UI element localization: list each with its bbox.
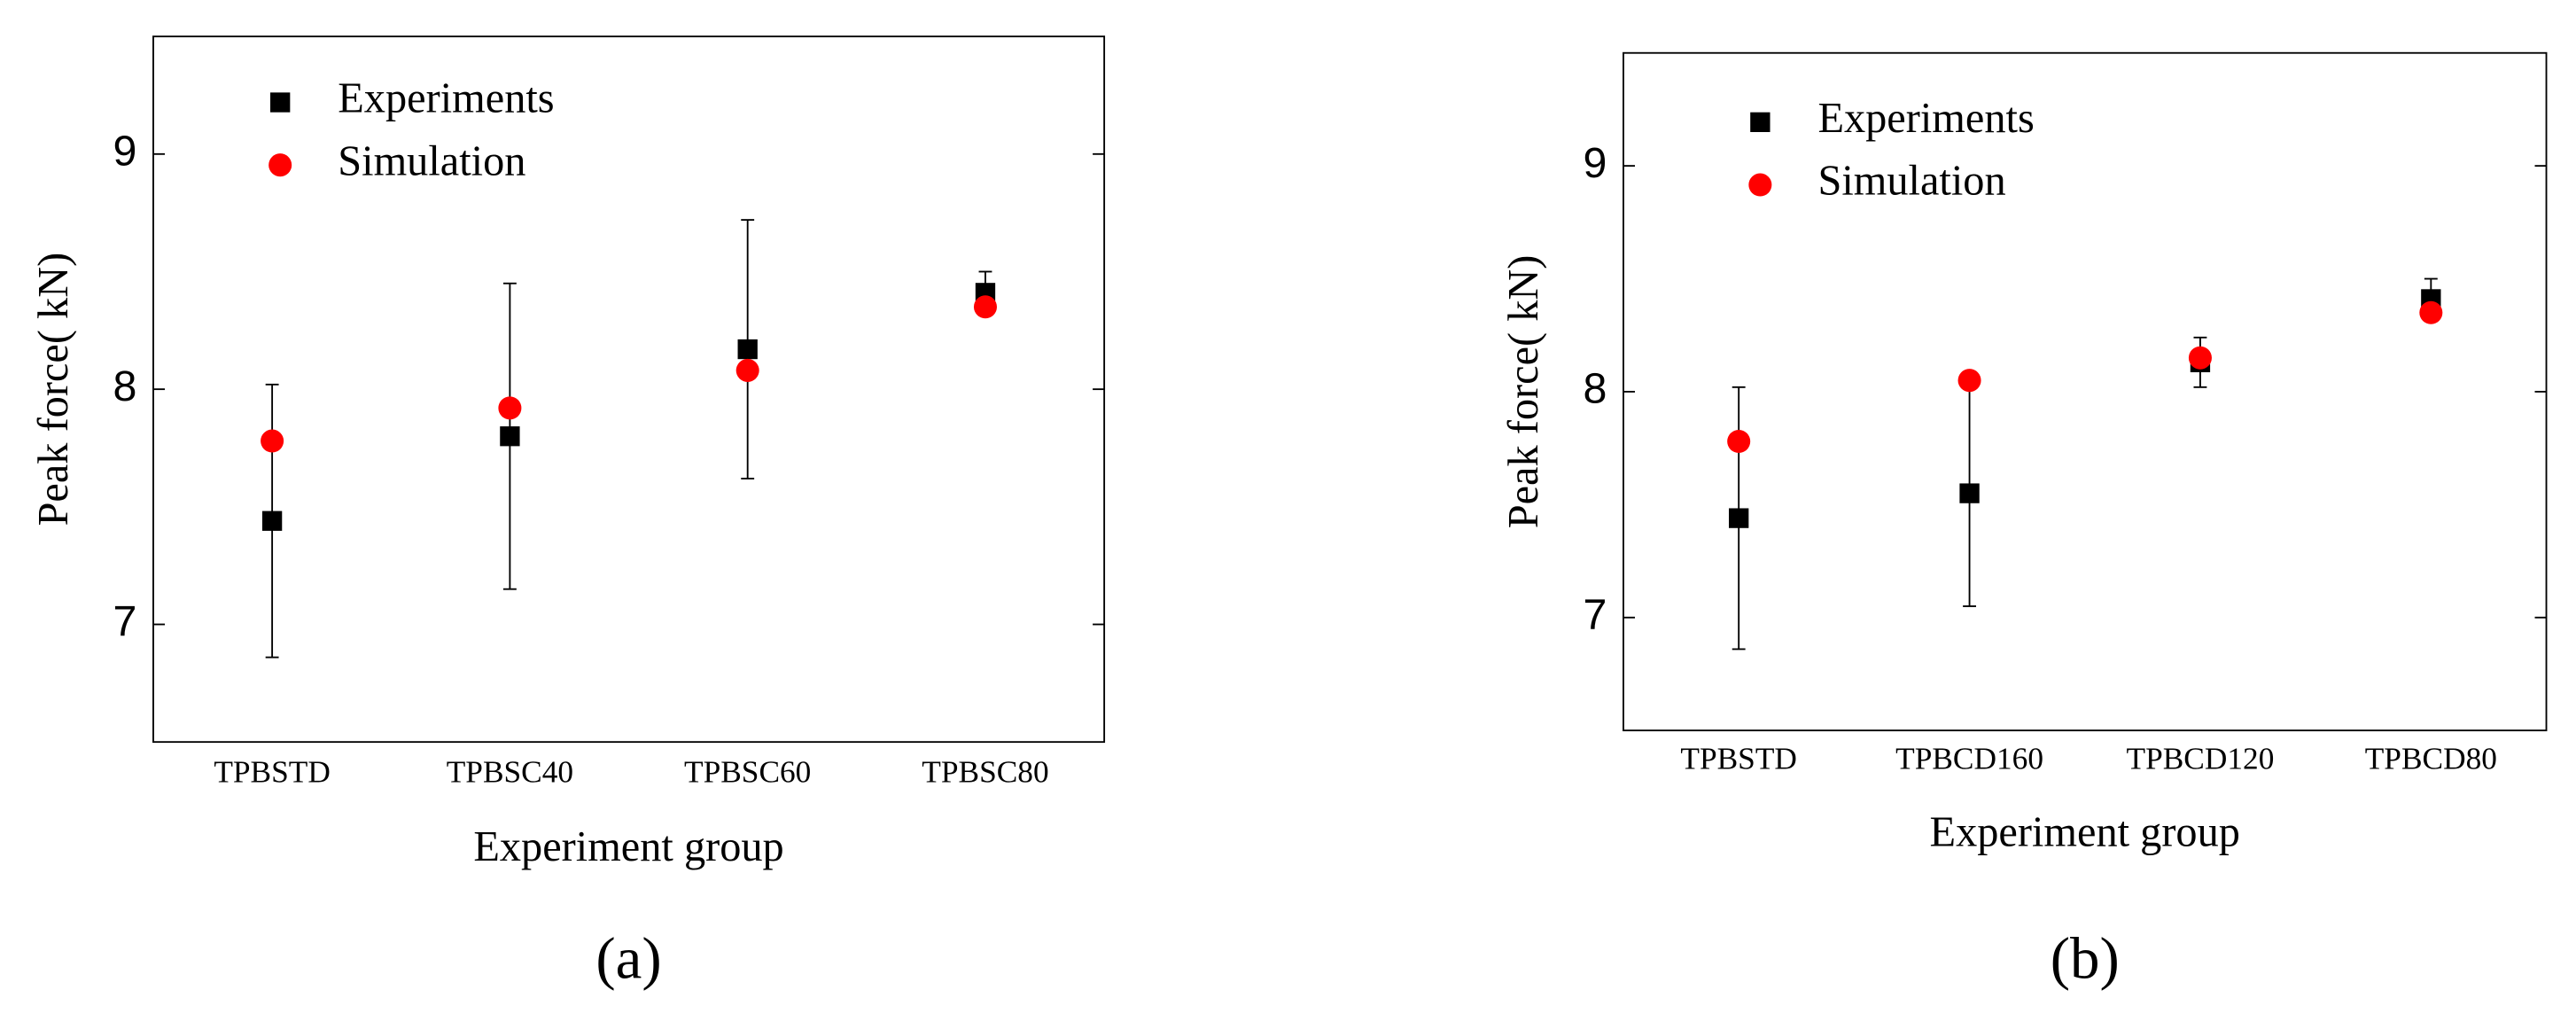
y-tick-label: 9 xyxy=(113,128,136,175)
legend-label: Simulation xyxy=(1817,158,2005,205)
x-tick-label: TPBCD160 xyxy=(1895,742,2043,776)
point xyxy=(261,429,284,453)
legend-marker xyxy=(268,153,292,177)
point xyxy=(737,339,758,360)
y-axis-label: Peak force( kN) xyxy=(30,253,77,526)
panel-label: (b) xyxy=(2051,926,2120,992)
legend-label: Experiments xyxy=(1817,95,2034,142)
point xyxy=(2188,346,2212,370)
y-tick-label: 9 xyxy=(1583,139,1607,187)
legend-marker xyxy=(1748,173,1772,197)
x-tick-label: TPBSC80 xyxy=(922,754,1048,789)
point xyxy=(261,511,283,531)
x-tick-label: TPBSTD xyxy=(214,754,331,789)
y-tick-label: 7 xyxy=(1583,591,1607,639)
plot-frame xyxy=(1623,51,2548,732)
x-tick-label: TPBSTD xyxy=(1680,742,1797,776)
legend-label: Experiments xyxy=(338,75,554,122)
panel-label: (a) xyxy=(595,926,661,992)
point xyxy=(2419,300,2443,324)
y-axis-label: Peak force( kN) xyxy=(1500,255,1547,529)
point xyxy=(1957,369,1981,393)
point xyxy=(500,426,520,447)
x-tick-label: TPBSC40 xyxy=(447,754,573,789)
y-tick-label: 8 xyxy=(1583,365,1607,413)
legend-marker xyxy=(1750,112,1771,133)
point xyxy=(1727,429,1751,454)
x-tick-label: TPBCD80 xyxy=(2365,742,2497,776)
x-axis-label: Experiment group xyxy=(473,823,783,870)
x-tick-label: TPBSC60 xyxy=(684,754,811,789)
plot-frame xyxy=(152,35,1106,744)
legend-marker xyxy=(270,92,291,113)
y-tick-label: 8 xyxy=(113,362,136,410)
point xyxy=(1959,483,1980,503)
y-tick-label: 7 xyxy=(113,597,136,645)
point xyxy=(735,358,759,382)
point xyxy=(973,295,997,319)
legend-label: Simulation xyxy=(338,137,525,184)
x-axis-label: Experiment group xyxy=(1930,808,2240,855)
x-tick-label: TPBCD120 xyxy=(2127,742,2275,776)
point xyxy=(1729,508,1749,528)
point xyxy=(498,396,522,420)
